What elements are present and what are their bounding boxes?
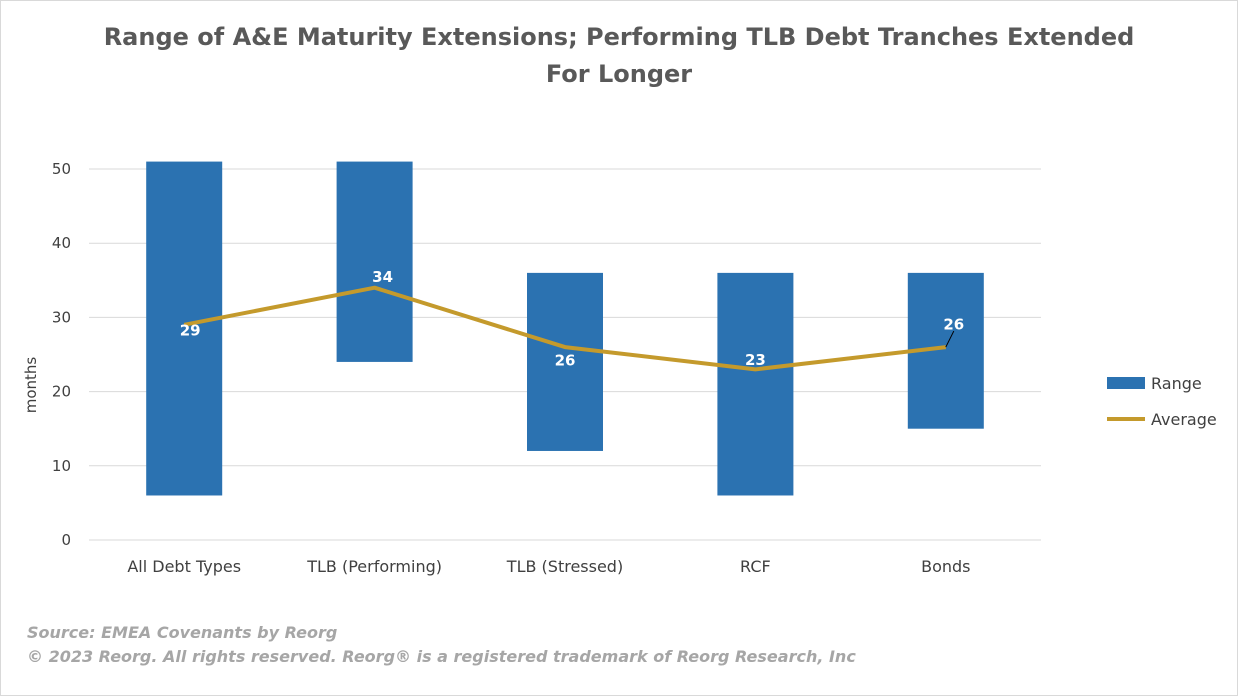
legend-label-average: Average: [1151, 409, 1217, 429]
x-tick-label: TLB (Stressed): [506, 557, 623, 576]
y-tick-label: 10: [52, 457, 71, 475]
legend-item-range: Range: [1107, 365, 1217, 401]
y-tick-label: 40: [52, 234, 71, 252]
x-tick-label: RCF: [740, 557, 771, 576]
footer: Source: EMEA Covenants by Reorg © 2023 R…: [27, 621, 856, 669]
copyright-note: © 2023 Reorg. All rights reserved. Reorg…: [27, 647, 856, 666]
y-tick-label: 0: [61, 531, 71, 549]
average-data-label: 26: [555, 352, 576, 370]
x-tick-label: TLB (Performing): [306, 557, 442, 576]
average-data-label: 23: [745, 351, 766, 369]
y-tick-label: 50: [52, 160, 71, 178]
y-axis-label: months: [22, 357, 40, 414]
range-bar: [527, 272, 603, 451]
range-bar: [336, 161, 413, 362]
data-label-leader: [945, 330, 955, 348]
legend-item-average: Average: [1107, 401, 1217, 437]
average-data-label: 29: [180, 321, 201, 339]
chart-title-line1: Range of A&E Maturity Extensions; Perfor…: [103, 23, 1135, 51]
legend: Range Average: [1107, 365, 1217, 437]
legend-label-range: Range: [1151, 373, 1202, 393]
legend-swatch-range: [1107, 377, 1145, 389]
y-tick-label: 30: [52, 308, 71, 326]
chart-title-line2: For Longer: [545, 60, 693, 88]
range-bar: [146, 161, 223, 496]
source-note: Source: EMEA Covenants by Reorg: [27, 623, 338, 642]
average-line: [183, 285, 947, 372]
y-tick-label: 20: [52, 383, 71, 401]
chart-plot: 29 34 26 23 26 0 10 20 30 40 50 All Debt Types TLB …: [22, 160, 1041, 576]
legend-swatch-average: [1107, 417, 1145, 421]
range-bar: [717, 272, 794, 496]
x-tick-label: Bonds: [921, 557, 970, 576]
x-tick-label: All Debt Types: [127, 557, 241, 576]
chart-title: Range of A&E Maturity Extensions; Perfor…: [1, 19, 1237, 93]
average-data-label: 26: [943, 316, 964, 334]
average-data-label: 34: [372, 268, 393, 286]
